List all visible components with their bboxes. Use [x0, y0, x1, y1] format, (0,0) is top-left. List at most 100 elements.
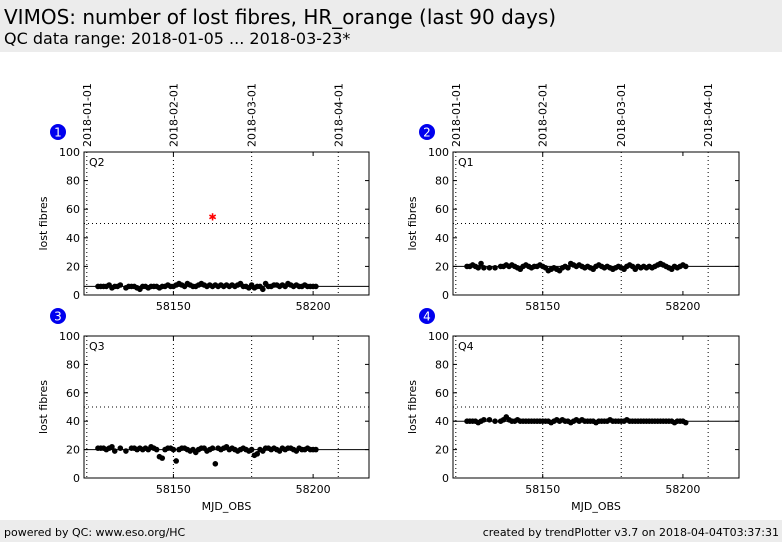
y-tick-label: 100	[59, 146, 80, 159]
plot-frame	[83, 151, 370, 296]
plot-frame	[83, 335, 370, 479]
data-point	[481, 416, 487, 423]
y-tick-label: 40	[435, 415, 449, 428]
y-tick-label: 40	[66, 232, 80, 245]
y-axis-label: lost fibres	[37, 380, 50, 434]
y-tick-label: 100	[428, 146, 449, 159]
quadrant-label: Q1	[458, 156, 474, 169]
x-tick-label: 58200	[296, 300, 331, 313]
data-point	[212, 461, 219, 467]
y-tick-label: 0	[442, 289, 449, 302]
y-tick-label: 60	[66, 203, 80, 216]
data-point	[170, 446, 177, 453]
y-tick-label: 80	[435, 175, 449, 188]
panel-number-badge	[50, 308, 66, 324]
y-tick-label: 20	[435, 260, 449, 273]
data-point	[475, 265, 482, 271]
date-tick-label: 2018-03-01	[246, 83, 259, 147]
data-point	[682, 419, 689, 426]
plot-frame	[452, 335, 740, 479]
y-tick-label: 0	[73, 289, 80, 302]
x-tick-label: 58150	[525, 300, 560, 313]
y-tick-label: 40	[66, 415, 80, 428]
y-tick-label: 100	[428, 330, 449, 343]
page-subtitle: QC data range: 2018-01-05 ... 2018-03-23…	[4, 29, 351, 48]
panel-number: 1	[54, 126, 62, 140]
date-tick-label: 2018-02-01	[537, 83, 550, 147]
y-tick-label: 60	[66, 387, 80, 400]
panel-number-badge	[419, 308, 435, 324]
page-header: VIMOS: number of lost fibres, HR_orange …	[0, 0, 782, 52]
panel-number-badge	[419, 124, 435, 140]
data-point	[478, 260, 484, 267]
trend-plot-area: 2018-01-01 2018-02-01 2018-03-01 2018-04-01…	[37, 83, 740, 513]
data-point	[565, 265, 571, 271]
x-tick-label: 58200	[665, 300, 700, 313]
data-point	[260, 286, 266, 293]
y-tick-label: 0	[442, 472, 449, 485]
date-tick-label: 2018-04-01	[702, 83, 715, 147]
data-point	[492, 265, 498, 271]
y-axis-label: lost fibres	[37, 196, 50, 250]
data-point	[111, 448, 118, 454]
panel-1: 2018-01-01 2018-02-01 2018-03-01 2018-04-01…	[37, 83, 370, 313]
footer-credit: powered by QC: www.eso.org/HC	[4, 526, 186, 539]
data-point	[248, 446, 255, 453]
quadrant-label: Q2	[89, 156, 105, 169]
y-tick-label: 80	[66, 175, 80, 188]
panel-number: 4	[423, 310, 431, 324]
x-axis-label: MJD_OBS	[202, 500, 252, 513]
data-point	[123, 448, 129, 454]
data-point	[109, 443, 115, 450]
x-tick-label: 58200	[296, 483, 331, 496]
page-footer: powered by QC: www.eso.org/HC created by…	[0, 520, 782, 542]
x-axis-label: MJD_OBS	[571, 500, 621, 513]
quadrant-label: Q4	[458, 340, 474, 353]
outlier-point: ✱	[208, 212, 216, 223]
x-tick-label: 58150	[525, 483, 560, 496]
data-point	[313, 446, 319, 453]
panel-number: 2	[423, 126, 431, 140]
page-title: VIMOS: number of lost fibres, HR_orange …	[4, 5, 557, 29]
data-point	[313, 283, 319, 290]
y-tick-label: 60	[435, 387, 449, 400]
y-tick-label: 20	[435, 444, 449, 457]
x-tick-label: 58150	[156, 300, 191, 313]
y-tick-label: 80	[66, 358, 80, 371]
y-tick-label: 20	[66, 260, 80, 273]
y-tick-label: 40	[435, 232, 449, 245]
panel-4: 0 20 40 60 80 100 58150 58200 lost fibres MJD_OBS…	[406, 308, 740, 513]
data-point	[117, 445, 124, 451]
y-tick-label: 0	[73, 472, 80, 485]
panel-2: 2018-01-01 2018-02-01 2018-03-01 2018-04-01…	[406, 83, 740, 313]
y-tick-label: 80	[435, 358, 449, 371]
data-point	[153, 446, 160, 453]
date-tick-label: 2018-01-01	[81, 83, 94, 147]
data-point	[682, 263, 689, 270]
data-point	[492, 418, 498, 425]
date-tick-label: 2018-03-01	[615, 83, 628, 147]
date-tick-label: 2018-04-01	[332, 83, 345, 147]
x-tick-label: 58150	[156, 483, 191, 496]
y-tick-label: 100	[59, 330, 80, 343]
data-point	[159, 455, 166, 461]
panel-number: 3	[54, 310, 62, 324]
data-point	[254, 451, 261, 457]
y-axis-label: lost fibres	[406, 380, 419, 434]
data-point	[117, 282, 124, 288]
panel-number-badge	[50, 124, 66, 140]
panel-3: 0 20 40 60 80 100 58150 58200 lost fibres MJD_OBS…	[37, 308, 370, 513]
y-axis-label: lost fibres	[406, 196, 419, 250]
data-point	[173, 458, 180, 464]
date-tick-label: 2018-02-01	[167, 83, 180, 147]
data-point	[481, 265, 487, 271]
date-tick-label: 2018-01-01	[450, 83, 463, 147]
data-point	[209, 445, 216, 451]
quadrant-label: Q3	[89, 340, 105, 353]
x-tick-label: 58200	[665, 483, 700, 496]
y-tick-label: 60	[435, 203, 449, 216]
data-point	[486, 416, 493, 423]
footer-generator-info: created by trendPlotter v3.7 on 2018-04-…	[482, 526, 779, 539]
plot-frame	[452, 151, 740, 296]
y-tick-label: 20	[66, 444, 80, 457]
